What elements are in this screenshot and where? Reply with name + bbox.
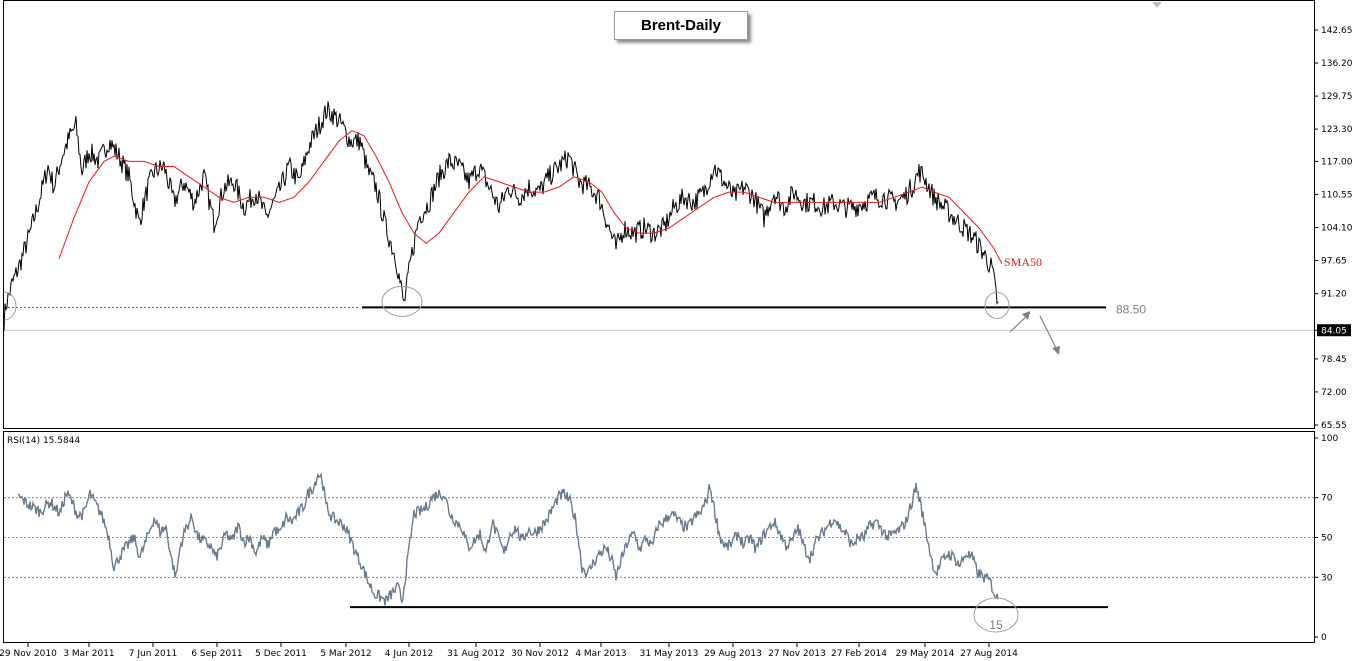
current-price-badge — [1317, 324, 1351, 337]
x-tick-label: 4 Mar 2013 — [575, 649, 626, 659]
x-tick-label: 5 Dec 2011 — [255, 649, 307, 659]
x-tick-label: 29 Aug 2013 — [704, 649, 762, 659]
x-tick-label: 30 Nov 2012 — [511, 649, 569, 659]
x-tick-label: 5 Mar 2012 — [320, 649, 371, 659]
sma50-line — [58, 130, 1003, 265]
x-tick-label: 3 Mar 2011 — [63, 649, 114, 659]
rsi-line — [17, 471, 999, 606]
y-tick-label: 78.45 — [1321, 355, 1347, 365]
current-price-label: 84.05 — [1321, 327, 1347, 337]
rsi-tick-label: 100 — [1321, 434, 1338, 444]
sma50-label: SMA50 — [1004, 255, 1042, 269]
rsi-tick-label: 70 — [1321, 494, 1333, 504]
support-touch-circle — [3, 291, 17, 321]
x-tick-label: 29 May 2014 — [896, 649, 955, 659]
rsi-tick-label: 50 — [1321, 534, 1333, 544]
x-tick-label: 27 Aug 2014 — [960, 649, 1018, 659]
rsi-tick-label: 30 — [1321, 573, 1333, 583]
rsi-support-circle — [973, 597, 1019, 633]
chart-title: Brent-Daily — [614, 11, 748, 40]
y-tick-label: 72.00 — [1321, 388, 1347, 398]
up-arrow-icon — [1022, 311, 1030, 320]
price-panel-frame — [3, 0, 1315, 429]
y-tick-label: 97.65 — [1321, 257, 1347, 267]
y-tick-label: 91.20 — [1321, 290, 1347, 300]
rsi-tick-label: 0 — [1321, 633, 1327, 643]
y-tick-label: 129.75 — [1321, 92, 1353, 102]
rsi-support-label: 15 — [989, 618, 1003, 632]
down-arrow-icon — [1052, 346, 1060, 355]
y-tick-label: 104.10 — [1321, 224, 1353, 234]
support-label: 88.50 — [1116, 302, 1146, 316]
x-tick-label: 29 Nov 2010 — [0, 649, 57, 659]
y-tick-label: 142.65 — [1321, 26, 1353, 36]
x-tick-label: 31 Aug 2012 — [447, 649, 505, 659]
x-tick-label: 6 Sep 2011 — [191, 649, 242, 659]
down-arrow-line — [1039, 315, 1059, 353]
x-tick-label: 27 Nov 2013 — [768, 649, 826, 659]
y-tick-label: 123.30 — [1321, 125, 1353, 135]
x-tick-label: 31 May 2013 — [640, 649, 699, 659]
brent-price-line — [3, 101, 999, 332]
top-marker-icon — [1152, 2, 1162, 8]
y-tick-label: 117.00 — [1321, 157, 1353, 167]
rsi-label: RSI(14) 15.5844 — [7, 436, 80, 446]
support-touch-circle — [381, 285, 423, 317]
y-tick-label: 136.20 — [1321, 59, 1353, 69]
support-touch-circle — [984, 291, 1010, 319]
y-tick-label: 65.55 — [1321, 421, 1347, 431]
x-tick-label: 7 Jun 2011 — [129, 649, 177, 659]
x-tick-label: 4 Jun 2012 — [385, 649, 433, 659]
y-tick-label: 110.55 — [1321, 190, 1353, 200]
x-tick-label: 27 Feb 2014 — [831, 649, 887, 659]
